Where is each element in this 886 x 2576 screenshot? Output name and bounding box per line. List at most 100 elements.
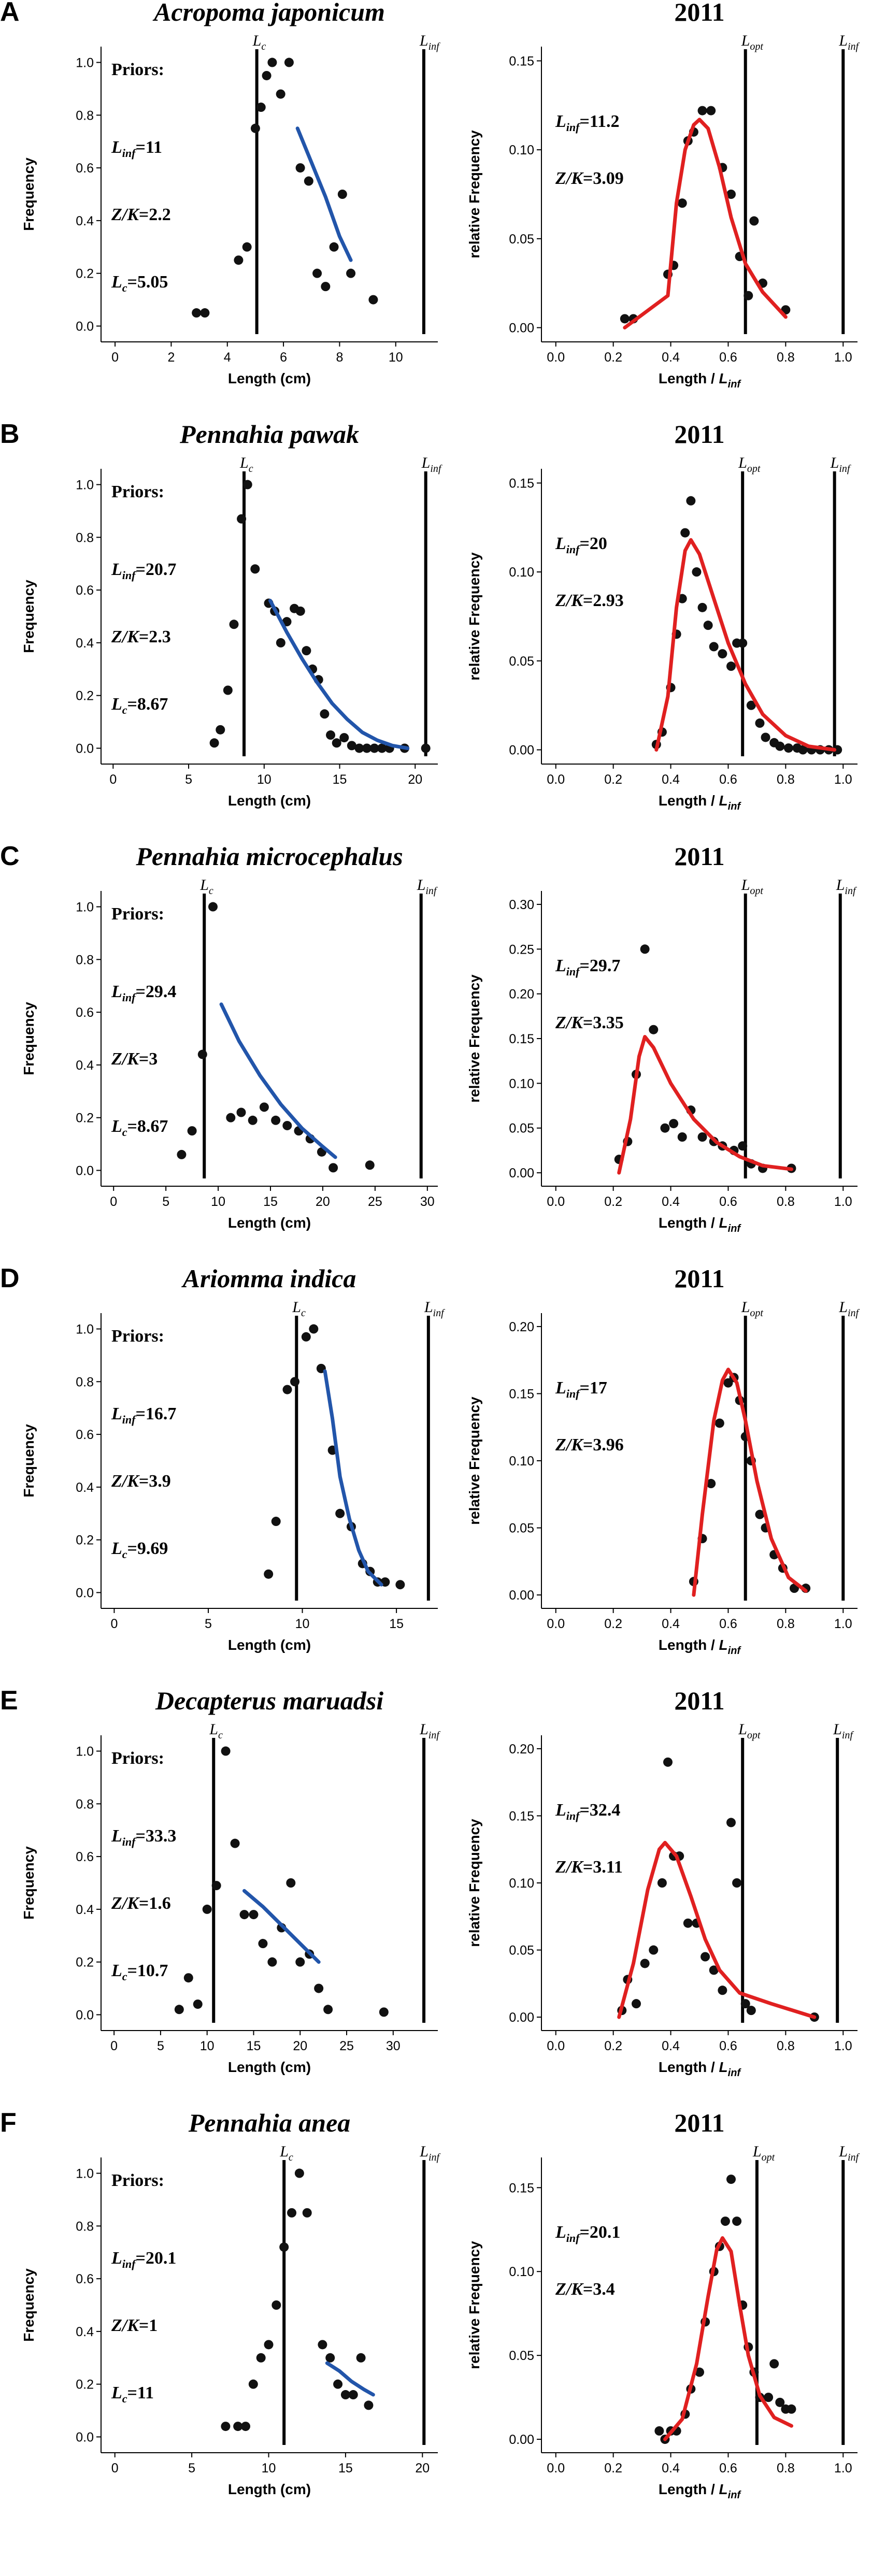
left-data-point	[309, 1324, 319, 1334]
right-x-axis-label: Length / Linf	[659, 2059, 742, 2079]
right-ref-label-sym: L	[830, 454, 839, 471]
right-data-point	[654, 2426, 664, 2436]
left-data-point	[304, 176, 313, 186]
left-data-point	[259, 1102, 269, 1112]
left-ref-label-inf: Linf	[419, 1721, 440, 1741]
left-data-point	[347, 741, 356, 751]
left-data-point	[365, 1160, 375, 1170]
right-data-point	[714, 1418, 724, 1428]
left-lc-annotation-value: 10.7	[137, 1961, 168, 1980]
right-data-point	[669, 1119, 679, 1129]
right-x-tick-label: 0.6	[719, 1617, 737, 1631]
left-data-point	[248, 2379, 258, 2389]
right-linf-annotation-sub: inf	[566, 1809, 581, 1822]
right-linf-annotation-sym: L	[555, 1801, 566, 1820]
left-data-point	[248, 1115, 258, 1125]
left-data-point	[290, 1377, 300, 1387]
right-x-axis-label-sub: inf	[728, 2489, 742, 2501]
left-zk-annotation-eq: =	[139, 627, 149, 646]
right-ref-label-opt: Lopt	[741, 32, 764, 52]
right-x-axis-label-sub: inf	[728, 2067, 742, 2079]
right-plot: 0.0 0.2 0.4 0.6 0.8 1.0 0.00 0.05 0.10 0.15 0.20 Lo…	[466, 1721, 858, 2079]
panel-letter: A	[0, 0, 20, 27]
right-x-axis-label-main: Length /	[659, 370, 719, 386]
left-fit-curve	[268, 599, 410, 750]
right-data-point	[709, 1965, 719, 1975]
left-ref-label-c: Lc	[199, 876, 213, 897]
left-ref-label-sym: L	[424, 1299, 433, 1316]
left-data-point	[197, 1049, 207, 1059]
right-ref-label-inf: Linf	[838, 1299, 860, 1319]
left-x-tick-label: 20	[293, 2039, 307, 2053]
right-x-tick-label: 0.8	[777, 2039, 795, 2053]
right-data-point	[726, 661, 736, 671]
right-x-tick-label: 0.2	[604, 2039, 622, 2053]
right-x-tick-label: 0.8	[777, 1617, 795, 1631]
right-ref-label-sub: opt	[762, 2152, 775, 2163]
left-ref-label-sub: c	[289, 2152, 293, 2163]
left-lc-annotation: Lc=11	[111, 2383, 154, 2405]
right-y-tick-label: 0.20	[509, 1320, 534, 1334]
right-x-tick-label: 0.8	[777, 772, 795, 787]
left-linf-annotation-value: 20.1	[146, 2249, 177, 2268]
right-zk-annotation-sym: Z/K	[555, 591, 584, 610]
right-ref-label-sub: opt	[750, 885, 763, 897]
species-title: Ariomma indica	[181, 1264, 356, 1293]
right-linf-annotation-eq: =	[579, 1378, 589, 1398]
left-data-point	[346, 268, 356, 278]
right-x-tick-label: 0.2	[604, 1617, 622, 1631]
right-ref-label-sym: L	[741, 876, 750, 894]
left-ref-label-sub: inf	[428, 1730, 441, 1741]
right-ref-label-sym: L	[738, 454, 747, 471]
right-linf-annotation-value: 29.7	[590, 956, 621, 975]
right-x-tick-label: 0.8	[777, 2461, 795, 2476]
left-lc-annotation-sym: L	[111, 1539, 122, 1558]
left-zk-annotation-value: 3.9	[149, 1472, 171, 1491]
left-y-tick-label: 0.4	[76, 214, 94, 228]
right-data-point	[718, 649, 727, 659]
right-data-point	[683, 1918, 693, 1928]
left-zk-annotation-eq: =	[139, 205, 149, 224]
left-ref-label-sym: L	[417, 876, 426, 894]
right-x-axis-label: Length / Linf	[659, 1215, 742, 1234]
right-data-point	[726, 2175, 736, 2184]
left-data-point	[208, 902, 218, 912]
right-zk-annotation-eq: =	[583, 1858, 593, 1877]
left-data-point	[187, 1126, 197, 1136]
right-data-point	[697, 1132, 707, 1142]
right-fit-curve	[623, 118, 788, 329]
left-data-point	[236, 1107, 246, 1117]
right-y-tick-label: 0.15	[509, 2181, 534, 2195]
year-title: 2011	[674, 1264, 724, 1293]
left-x-tick-label: 8	[336, 350, 343, 365]
right-fit-curve	[617, 1035, 793, 1175]
left-y-tick-label: 0.2	[76, 267, 94, 281]
right-linf-annotation-value: 11.2	[590, 112, 620, 131]
right-linf-annotation-sym: L	[555, 2223, 566, 2242]
left-lc-annotation-eq: =	[127, 695, 137, 714]
right-zk-annotation-eq: =	[583, 1435, 593, 1455]
right-y-axis-label: relative Frequency	[466, 1397, 482, 1525]
right-data-point	[732, 1878, 742, 1888]
right-zk-annotation: Z/K=2.93	[555, 591, 624, 610]
right-data-point	[703, 621, 713, 630]
left-lc-annotation-sym: L	[111, 695, 122, 714]
left-zk-annotation: Z/K=1	[111, 2316, 158, 2335]
right-ref-label-sub: opt	[747, 463, 761, 474]
left-linf-annotation-sym: L	[111, 2249, 122, 2268]
right-x-tick-label: 0.2	[604, 350, 622, 365]
right-linf-annotation-sym: L	[555, 956, 566, 975]
left-lc-annotation-sym: L	[111, 1961, 122, 1980]
right-x-axis-label: Length / Linf	[659, 793, 742, 812]
right-ref-label-sym: L	[833, 1721, 842, 1738]
right-data-point	[695, 2367, 704, 2377]
left-linf-annotation-value: 11	[146, 138, 162, 157]
right-x-axis-label: Length / Linf	[659, 1637, 742, 1657]
right-x-axis-label-main: Length /	[659, 1215, 719, 1231]
left-data-point	[332, 738, 341, 748]
right-x-tick-label: 0.4	[662, 2039, 680, 2053]
left-ref-label-c: Lc	[292, 1299, 306, 1319]
left-data-point	[295, 163, 305, 173]
left-y-axis-label: Frequency	[21, 1424, 37, 1498]
